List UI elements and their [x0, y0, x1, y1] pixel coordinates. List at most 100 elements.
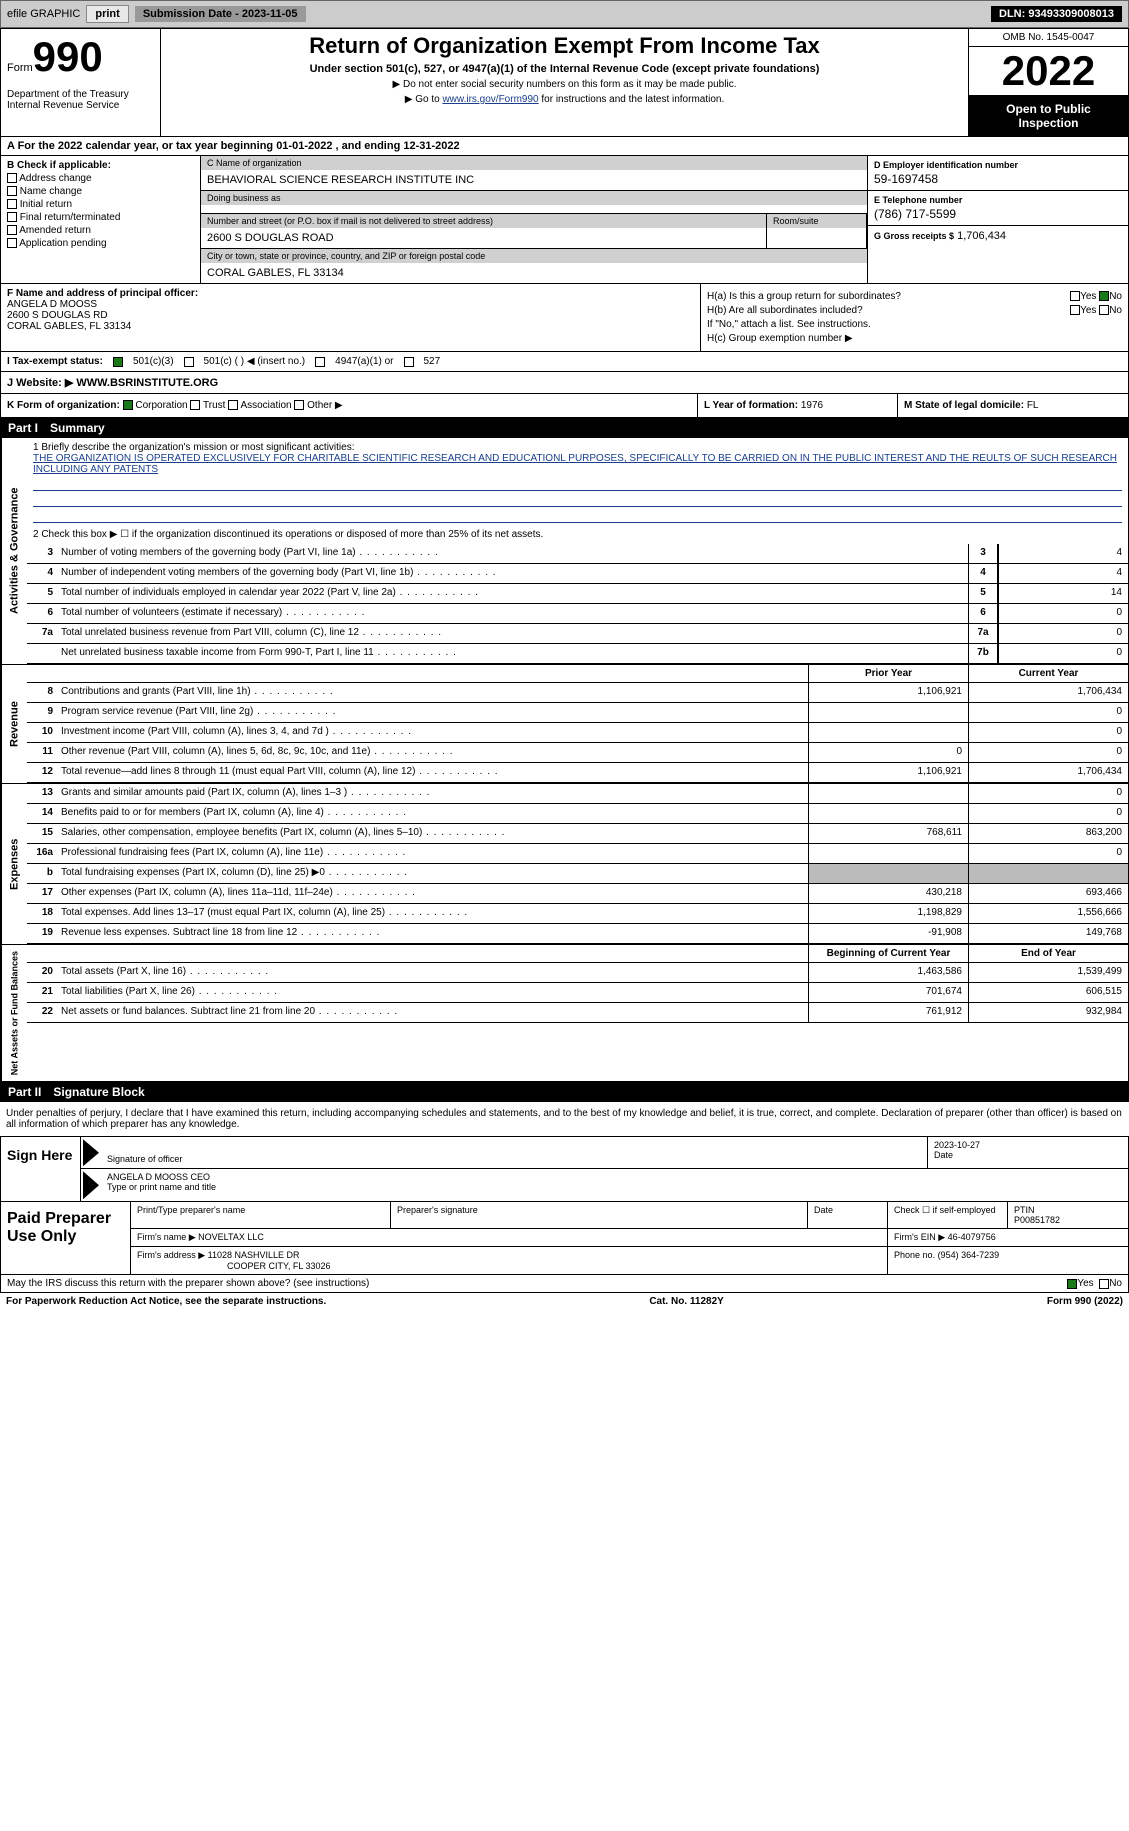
hb-yes-chk[interactable]	[1070, 305, 1080, 315]
summary-line: 20 Total assets (Part X, line 16) 1,463,…	[27, 963, 1128, 983]
line-desc: Total unrelated business revenue from Pa…	[57, 624, 968, 643]
chk-trust[interactable]	[190, 400, 200, 410]
sign-block: Sign Here Signature of officer 2023-10-2…	[0, 1136, 1129, 1202]
ha-yes: Yes	[1080, 291, 1096, 302]
sig-date-label: Date	[934, 1150, 1122, 1160]
chk-other[interactable]	[294, 400, 304, 410]
hb-label: H(b) Are all subordinates included?	[707, 305, 863, 316]
block-bcd: B Check if applicable: Address change Na…	[0, 156, 1129, 284]
open-inspection: Open to Public Inspection	[969, 96, 1128, 136]
opt-assoc: Association	[240, 400, 291, 411]
chk-501c3[interactable]	[113, 357, 123, 367]
summary-line: 14 Benefits paid to or for members (Part…	[27, 804, 1128, 824]
opt-trust: Trust	[203, 400, 225, 411]
chk-501c[interactable]	[184, 357, 194, 367]
line-current: 149,768	[968, 924, 1128, 943]
chk-addr-change[interactable]	[7, 173, 17, 183]
firm-addr2: COOPER CITY, FL 33026	[137, 1261, 881, 1271]
chk-assoc[interactable]	[228, 400, 238, 410]
chk-initial[interactable]	[7, 199, 17, 209]
line-prior: 1,198,829	[808, 904, 968, 923]
summary-line: b Total fundraising expenses (Part IX, c…	[27, 864, 1128, 884]
exp-block: Expenses 13 Grants and similar amounts p…	[0, 784, 1129, 945]
m-label: M State of legal domicile:	[904, 400, 1024, 411]
line-current: 0	[968, 784, 1128, 803]
row-a-calendar: A For the 2022 calendar year, or tax yea…	[0, 137, 1129, 156]
discuss-yes: Yes	[1077, 1278, 1093, 1289]
line-desc: Total revenue—add lines 8 through 11 (mu…	[57, 763, 808, 782]
prep-ptin: P00851782	[1014, 1215, 1122, 1225]
h-prior: Prior Year	[808, 665, 968, 682]
form-number: 990	[33, 33, 103, 80]
chk-4947[interactable]	[315, 357, 325, 367]
chk-corp[interactable]	[123, 400, 133, 410]
part2-header: Part II Signature Block	[0, 1082, 1129, 1102]
perjury-text: Under penalties of perjury, I declare th…	[0, 1102, 1129, 1136]
col-b-checkboxes: B Check if applicable: Address change Na…	[1, 156, 201, 283]
submission-date: Submission Date - 2023-11-05	[135, 6, 306, 22]
summary-line: 22 Net assets or fund balances. Subtract…	[27, 1003, 1128, 1023]
line-desc: Total fundraising expenses (Part IX, col…	[57, 864, 808, 883]
rev-col-header: Prior Year Current Year	[27, 665, 1128, 683]
lbl-initial: Initial return	[20, 199, 72, 210]
f-addr1: 2600 S DOUGLAS RD	[7, 310, 694, 321]
line-val: 14	[998, 584, 1128, 603]
chk-527[interactable]	[404, 357, 414, 367]
hb-no: No	[1109, 305, 1122, 316]
ha-no-chk[interactable]	[1099, 291, 1109, 301]
line-num: 10	[27, 723, 57, 742]
summary-line: 9 Program service revenue (Part VIII, li…	[27, 703, 1128, 723]
line-box: 6	[968, 604, 998, 623]
line-current: 606,515	[968, 983, 1128, 1002]
irs-link[interactable]: www.irs.gov/Form990	[442, 94, 538, 105]
line-prior: 430,218	[808, 884, 968, 903]
cat-no: Cat. No. 11282Y	[649, 1296, 723, 1307]
form-footer: Form 990 (2022)	[1047, 1296, 1123, 1307]
line-desc: Total liabilities (Part X, line 26)	[57, 983, 808, 1002]
discuss-line: May the IRS discuss this return with the…	[0, 1275, 1129, 1293]
line-desc: Program service revenue (Part VIII, line…	[57, 703, 808, 722]
line-current: 0	[968, 723, 1128, 742]
line-num: 16a	[27, 844, 57, 863]
city-value: CORAL GABLES, FL 33134	[201, 263, 867, 283]
line-desc: Total number of individuals employed in …	[57, 584, 968, 603]
lbl-app-pending: Application pending	[19, 238, 106, 249]
ha-yes-chk[interactable]	[1070, 291, 1080, 301]
print-button[interactable]: print	[86, 5, 128, 23]
prep-h-name: Print/Type preparer's name	[131, 1202, 391, 1228]
line-desc: Total expenses. Add lines 13–17 (must eq…	[57, 904, 808, 923]
l-label: L Year of formation:	[704, 400, 798, 411]
prep-title: Paid Preparer Use Only	[1, 1202, 131, 1274]
line-prior	[808, 723, 968, 742]
line-current: 1,706,434	[968, 683, 1128, 702]
ein-label: D Employer identification number	[874, 160, 1122, 170]
chk-final[interactable]	[7, 212, 17, 222]
line-prior	[808, 864, 968, 883]
line-current: 0	[968, 703, 1128, 722]
firm-ein: 46-4079756	[948, 1232, 996, 1242]
chk-app-pending[interactable]	[7, 238, 17, 248]
side-net: Net Assets or Fund Balances	[1, 945, 27, 1081]
chk-amended[interactable]	[7, 225, 17, 235]
discuss-no-chk[interactable]	[1099, 1279, 1109, 1289]
summary-line: 21 Total liabilities (Part X, line 26) 7…	[27, 983, 1128, 1003]
part1-num: Part I	[8, 421, 38, 435]
chk-name-change[interactable]	[7, 186, 17, 196]
city-label: City or town, state or province, country…	[201, 249, 867, 263]
net-block: Net Assets or Fund Balances Beginning of…	[0, 945, 1129, 1082]
line-current: 932,984	[968, 1003, 1128, 1022]
firm-phone-label: Phone no.	[894, 1250, 935, 1260]
line-prior: 768,611	[808, 824, 968, 843]
col-b-label: B Check if applicable:	[7, 160, 194, 171]
discuss-yes-chk[interactable]	[1067, 1279, 1077, 1289]
line-val: 0	[998, 624, 1128, 643]
summary-line: 4 Number of independent voting members o…	[27, 564, 1128, 584]
lbl-final: Final return/terminated	[20, 212, 121, 223]
prep-h-ptin: PTIN	[1014, 1205, 1122, 1215]
line-desc: Number of independent voting members of …	[57, 564, 968, 583]
summary-line: 13 Grants and similar amounts paid (Part…	[27, 784, 1128, 804]
hb-no-chk[interactable]	[1099, 305, 1109, 315]
summary-line: Net unrelated business taxable income fr…	[27, 644, 1128, 664]
line-prior	[808, 703, 968, 722]
line-desc: Benefits paid to or for members (Part IX…	[57, 804, 808, 823]
